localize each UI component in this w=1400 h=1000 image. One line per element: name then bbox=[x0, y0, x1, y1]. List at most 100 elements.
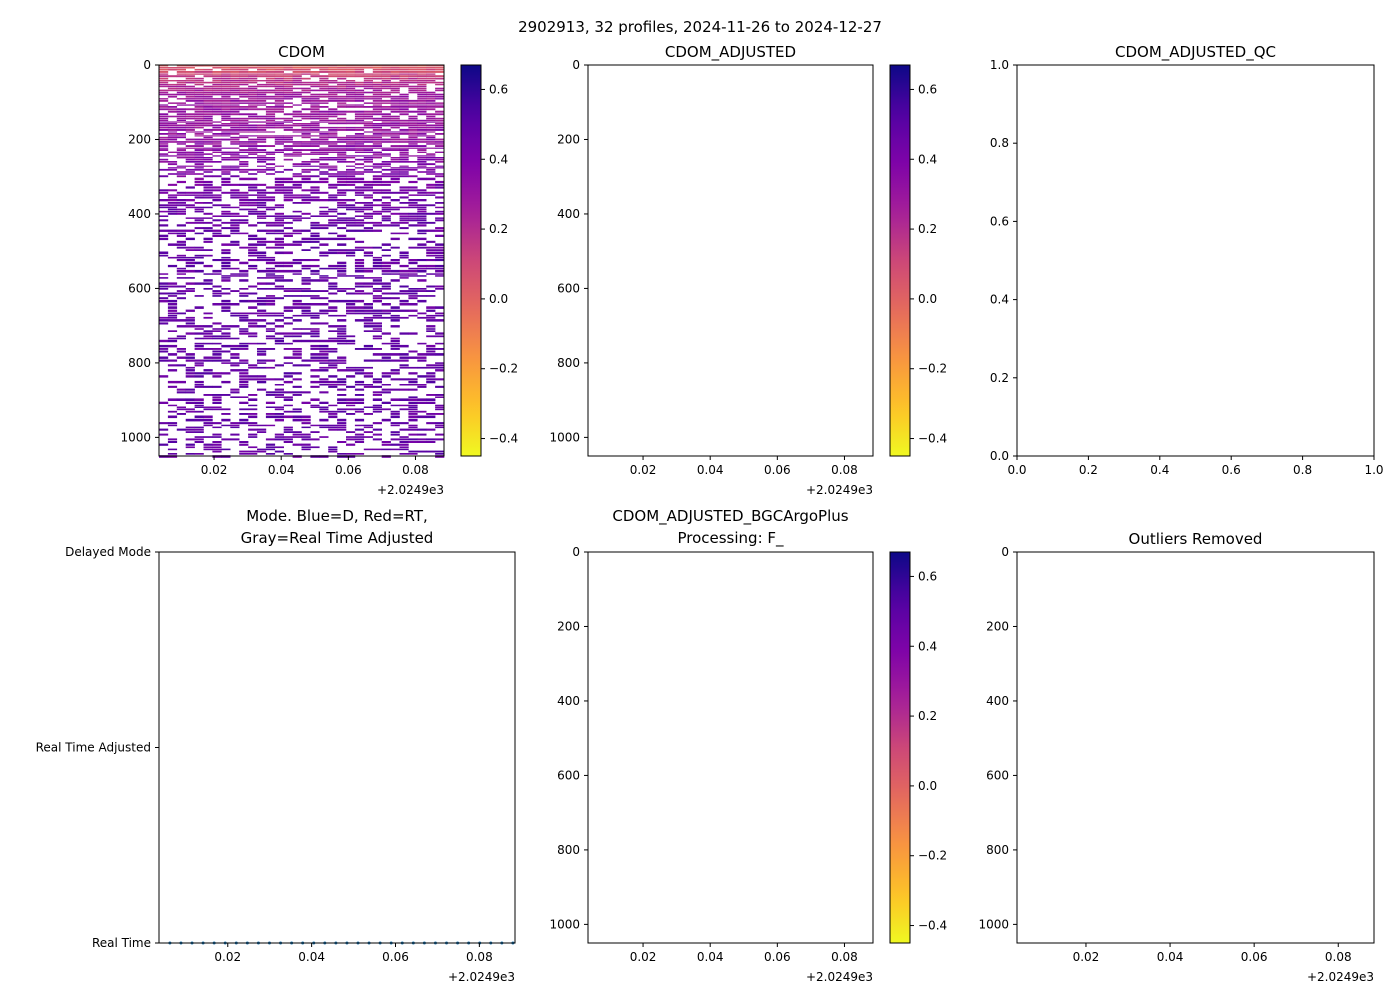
heatmap-cell bbox=[212, 89, 222, 92]
heatmap-cell bbox=[399, 436, 409, 438]
heatmap-cell bbox=[257, 299, 267, 303]
heatmap-cell bbox=[221, 67, 231, 69]
heatmap-cell bbox=[167, 128, 178, 131]
heatmap-cell bbox=[194, 108, 204, 111]
heatmap-cell bbox=[363, 227, 373, 230]
heatmap-cell bbox=[301, 135, 311, 137]
heatmap-cell bbox=[363, 372, 373, 375]
heatmap-cell bbox=[426, 65, 436, 67]
heatmap-cell bbox=[417, 87, 427, 90]
heatmap-cell bbox=[301, 133, 311, 135]
heatmap-cell bbox=[248, 246, 258, 249]
heatmap-cell bbox=[194, 102, 204, 104]
heatmap-cell bbox=[319, 424, 329, 427]
heatmap-cell bbox=[328, 108, 338, 111]
heatmap-cell bbox=[230, 426, 240, 429]
heatmap-cell bbox=[221, 350, 231, 353]
heatmap-cell bbox=[167, 141, 178, 143]
heatmap-cell bbox=[372, 229, 382, 232]
heatmap-cell bbox=[239, 312, 249, 315]
heatmap-cell bbox=[248, 168, 258, 171]
heatmap-cell bbox=[194, 359, 204, 362]
heatmap-cell bbox=[221, 337, 231, 340]
heatmap-cell bbox=[417, 232, 427, 235]
heatmap-cell bbox=[301, 288, 311, 290]
heatmap-cell bbox=[399, 83, 409, 86]
heatmap-cell bbox=[337, 408, 347, 411]
heatmap-cell bbox=[408, 384, 418, 386]
heatmap-cell bbox=[194, 153, 204, 155]
heatmap-cell bbox=[363, 102, 373, 104]
heatmap-cell bbox=[390, 279, 400, 282]
heatmap-cell bbox=[265, 314, 276, 317]
heatmap-cell bbox=[167, 102, 178, 104]
heatmap-cell bbox=[265, 328, 276, 330]
heatmap-cell bbox=[435, 385, 445, 388]
heatmap-cell bbox=[328, 267, 338, 270]
heatmap-cell bbox=[203, 194, 213, 196]
heatmap-cell bbox=[390, 448, 400, 451]
heatmap-cell bbox=[185, 431, 195, 433]
heatmap-cell bbox=[390, 71, 400, 73]
heatmap-cell bbox=[292, 149, 302, 151]
heatmap-cell bbox=[408, 297, 418, 300]
heatmap-cell bbox=[283, 436, 293, 438]
heatmap-cell bbox=[310, 385, 320, 388]
heatmap-cell bbox=[274, 277, 284, 279]
heatmap-cell bbox=[221, 133, 231, 135]
heatmap-cell bbox=[239, 342, 249, 345]
heatmap-cell bbox=[212, 350, 222, 353]
heatmap-cell bbox=[185, 217, 195, 219]
heatmap-cell bbox=[319, 113, 329, 116]
heatmap-cell bbox=[248, 202, 258, 204]
heatmap-cell bbox=[176, 229, 186, 232]
heatmap-cell bbox=[194, 306, 204, 309]
heatmap-cell bbox=[346, 208, 356, 211]
heatmap-cell bbox=[230, 224, 240, 227]
heatmap-cell bbox=[435, 186, 445, 189]
heatmap-cell bbox=[221, 288, 231, 290]
heatmap-cell bbox=[363, 83, 373, 86]
heatmap-cell bbox=[248, 117, 258, 120]
heatmap-cell bbox=[337, 234, 347, 237]
heatmap-cell bbox=[399, 106, 409, 108]
heatmap-cell bbox=[408, 131, 418, 133]
heatmap-cell bbox=[248, 75, 258, 78]
heatmap-cell bbox=[185, 277, 195, 279]
heatmap-cell bbox=[194, 372, 204, 375]
heatmap-cell bbox=[408, 441, 418, 443]
heatmap-cell bbox=[292, 408, 302, 411]
heatmap-cell bbox=[283, 227, 293, 230]
heatmap-cell bbox=[337, 102, 347, 104]
heatmap-cell bbox=[390, 85, 400, 88]
heatmap-cell bbox=[265, 67, 276, 69]
heatmap-cell bbox=[426, 295, 436, 297]
heatmap-cell bbox=[248, 415, 258, 419]
heatmap-cell bbox=[283, 391, 293, 394]
heatmap-cell bbox=[265, 259, 276, 262]
heatmap-cell bbox=[265, 121, 276, 123]
heatmap-cell bbox=[435, 183, 445, 186]
heatmap-cell bbox=[328, 337, 338, 340]
heatmap-cell bbox=[159, 422, 169, 425]
heatmap-cell bbox=[390, 131, 400, 133]
heatmap-cell bbox=[185, 141, 195, 143]
heatmap-cell bbox=[435, 362, 445, 364]
heatmap-cell bbox=[435, 145, 445, 147]
heatmap-cell bbox=[319, 391, 329, 394]
heatmap-cell bbox=[176, 290, 186, 292]
heatmap-cell bbox=[257, 104, 267, 106]
heatmap-cell bbox=[257, 199, 267, 202]
heatmap-cell bbox=[159, 428, 169, 431]
heatmap-cell bbox=[310, 232, 320, 235]
y-tick-label: 600 bbox=[557, 281, 580, 295]
heatmap-cell bbox=[363, 151, 373, 153]
heatmap-cell bbox=[408, 65, 418, 67]
heatmap-cell bbox=[372, 135, 382, 137]
heatmap-cell bbox=[301, 126, 311, 129]
heatmap-cell bbox=[408, 206, 418, 209]
heatmap-cell bbox=[230, 110, 240, 113]
heatmap-cell bbox=[283, 81, 293, 84]
heatmap-cell bbox=[372, 246, 382, 249]
heatmap-cell bbox=[257, 217, 267, 219]
